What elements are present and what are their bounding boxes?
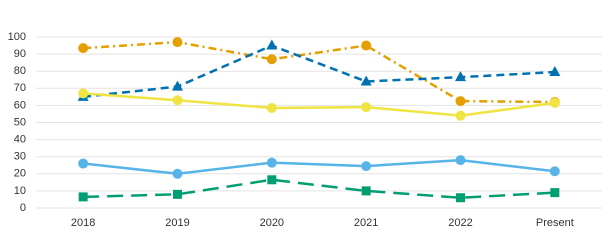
series-line <box>83 40 555 104</box>
point <box>361 102 372 113</box>
point <box>360 75 372 86</box>
series-line <box>83 92 556 117</box>
point <box>455 110 466 121</box>
y-tick-label: 60 <box>14 99 26 111</box>
point <box>361 40 372 51</box>
y-tick-label: 50 <box>14 116 26 128</box>
point <box>550 188 560 198</box>
point <box>361 186 371 196</box>
series-line <box>83 44 555 99</box>
point <box>455 96 466 107</box>
point <box>456 193 465 203</box>
y-tick-label: 0 <box>20 202 26 214</box>
x-tick-label: 2020 <box>260 217 284 229</box>
point <box>549 166 560 177</box>
y-tick-label: 20 <box>14 168 26 180</box>
y-tick-label: 100 <box>8 31 26 43</box>
point <box>266 54 277 65</box>
point <box>267 175 277 185</box>
point <box>78 192 88 202</box>
point <box>266 102 277 113</box>
point <box>172 37 183 48</box>
point <box>172 80 183 91</box>
point <box>455 155 466 166</box>
point <box>266 39 278 50</box>
x-tick-label: 2021 <box>354 217 378 229</box>
point <box>172 95 183 106</box>
point <box>549 66 561 77</box>
y-tick-label: 90 <box>14 48 26 60</box>
point <box>172 168 183 179</box>
y-tick-label: 30 <box>14 151 26 163</box>
point <box>455 71 466 82</box>
y-tick-label: 80 <box>14 65 26 77</box>
point <box>266 157 277 168</box>
point <box>173 189 182 199</box>
point <box>78 88 89 99</box>
point <box>361 161 372 172</box>
x-tick-label: Present <box>536 217 574 229</box>
x-tick-label: 2019 <box>165 217 189 229</box>
x-tick-label: 2022 <box>448 217 472 229</box>
y-tick-label: 70 <box>14 82 26 94</box>
point <box>549 97 560 108</box>
series-line <box>83 178 555 199</box>
point <box>78 43 89 54</box>
series-line <box>83 158 555 176</box>
point <box>78 158 89 169</box>
y-tick-label: 40 <box>14 134 26 146</box>
x-tick-label: 2018 <box>71 217 95 229</box>
y-tick-label: 10 <box>14 185 26 197</box>
